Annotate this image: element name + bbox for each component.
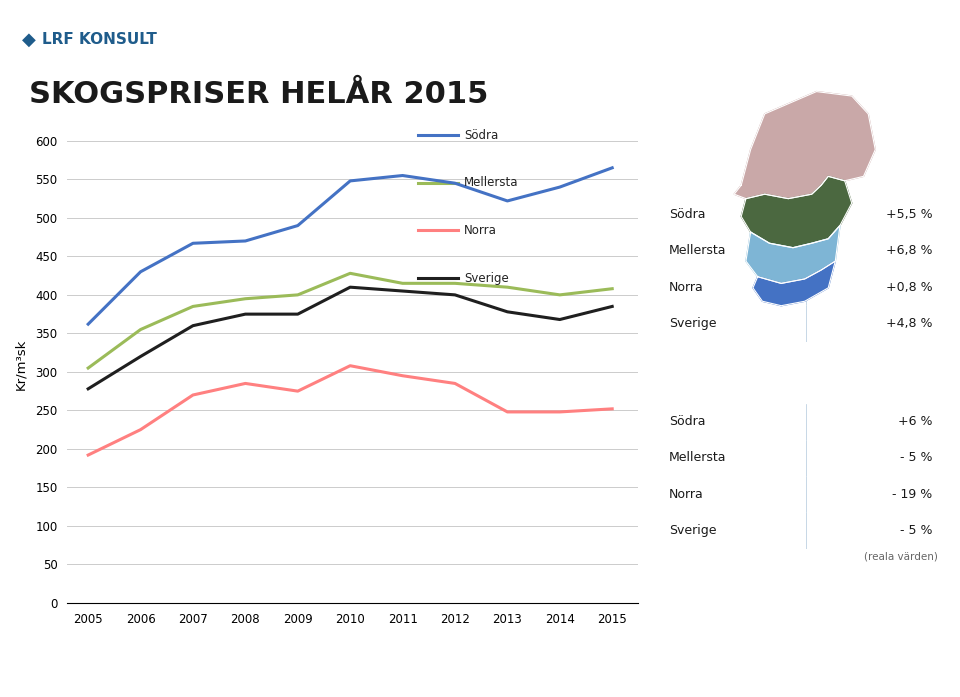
Polygon shape — [746, 225, 840, 284]
Bar — [917, 46, 935, 64]
Bar — [895, 24, 913, 42]
Text: - 5 %: - 5 % — [900, 524, 932, 537]
Text: +4,8 %: +4,8 % — [886, 317, 932, 330]
Text: LRF KONSULT: LRF KONSULT — [42, 32, 156, 47]
Text: Mellersta: Mellersta — [465, 176, 518, 190]
Text: Mellersta: Mellersta — [669, 452, 727, 464]
Text: Södra: Södra — [465, 128, 498, 141]
Text: (reala värden): (reala värden) — [864, 551, 938, 561]
Text: - 5 %: - 5 % — [900, 452, 932, 464]
Text: Sverige: Sverige — [669, 317, 716, 330]
Text: Norra: Norra — [669, 281, 704, 293]
Text: Norra: Norra — [465, 224, 497, 237]
Text: Utveckling: Utveckling — [669, 377, 743, 390]
Text: +5,5 %: +5,5 % — [886, 208, 932, 221]
Bar — [917, 24, 935, 42]
Text: +6 %: +6 % — [898, 415, 932, 428]
Text: 5 år: 5 år — [907, 377, 935, 390]
Text: Södra: Södra — [669, 415, 706, 428]
Text: Föregående år: Föregående år — [833, 169, 935, 184]
Polygon shape — [741, 176, 852, 247]
Bar — [10, 8, 180, 71]
Text: +0,8 %: +0,8 % — [886, 281, 932, 293]
Polygon shape — [753, 261, 835, 306]
Text: Norra: Norra — [669, 488, 704, 500]
Text: Sverige: Sverige — [465, 272, 509, 285]
Text: ◆: ◆ — [22, 31, 36, 49]
Text: Utveckling: Utveckling — [669, 170, 743, 183]
Polygon shape — [734, 91, 876, 199]
Text: SKOGSPRISER HELÅR 2015: SKOGSPRISER HELÅR 2015 — [29, 79, 489, 109]
Text: lrfkonsult.se: lrfkonsult.se — [817, 658, 945, 676]
Text: - 19 %: - 19 % — [892, 488, 932, 500]
Y-axis label: Kr/m³sk: Kr/m³sk — [13, 339, 27, 390]
Text: Mellersta: Mellersta — [669, 245, 727, 257]
Text: Södra: Södra — [669, 208, 706, 221]
Text: Sverige: Sverige — [669, 524, 716, 537]
Text: Ekonomi & Skatt   Juridik   Affärsrådgivning   Fastighetsförmedling: Ekonomi & Skatt Juridik Affärsrådgivning… — [18, 659, 487, 674]
Text: +6,8 %: +6,8 % — [886, 245, 932, 257]
Bar — [895, 46, 913, 64]
